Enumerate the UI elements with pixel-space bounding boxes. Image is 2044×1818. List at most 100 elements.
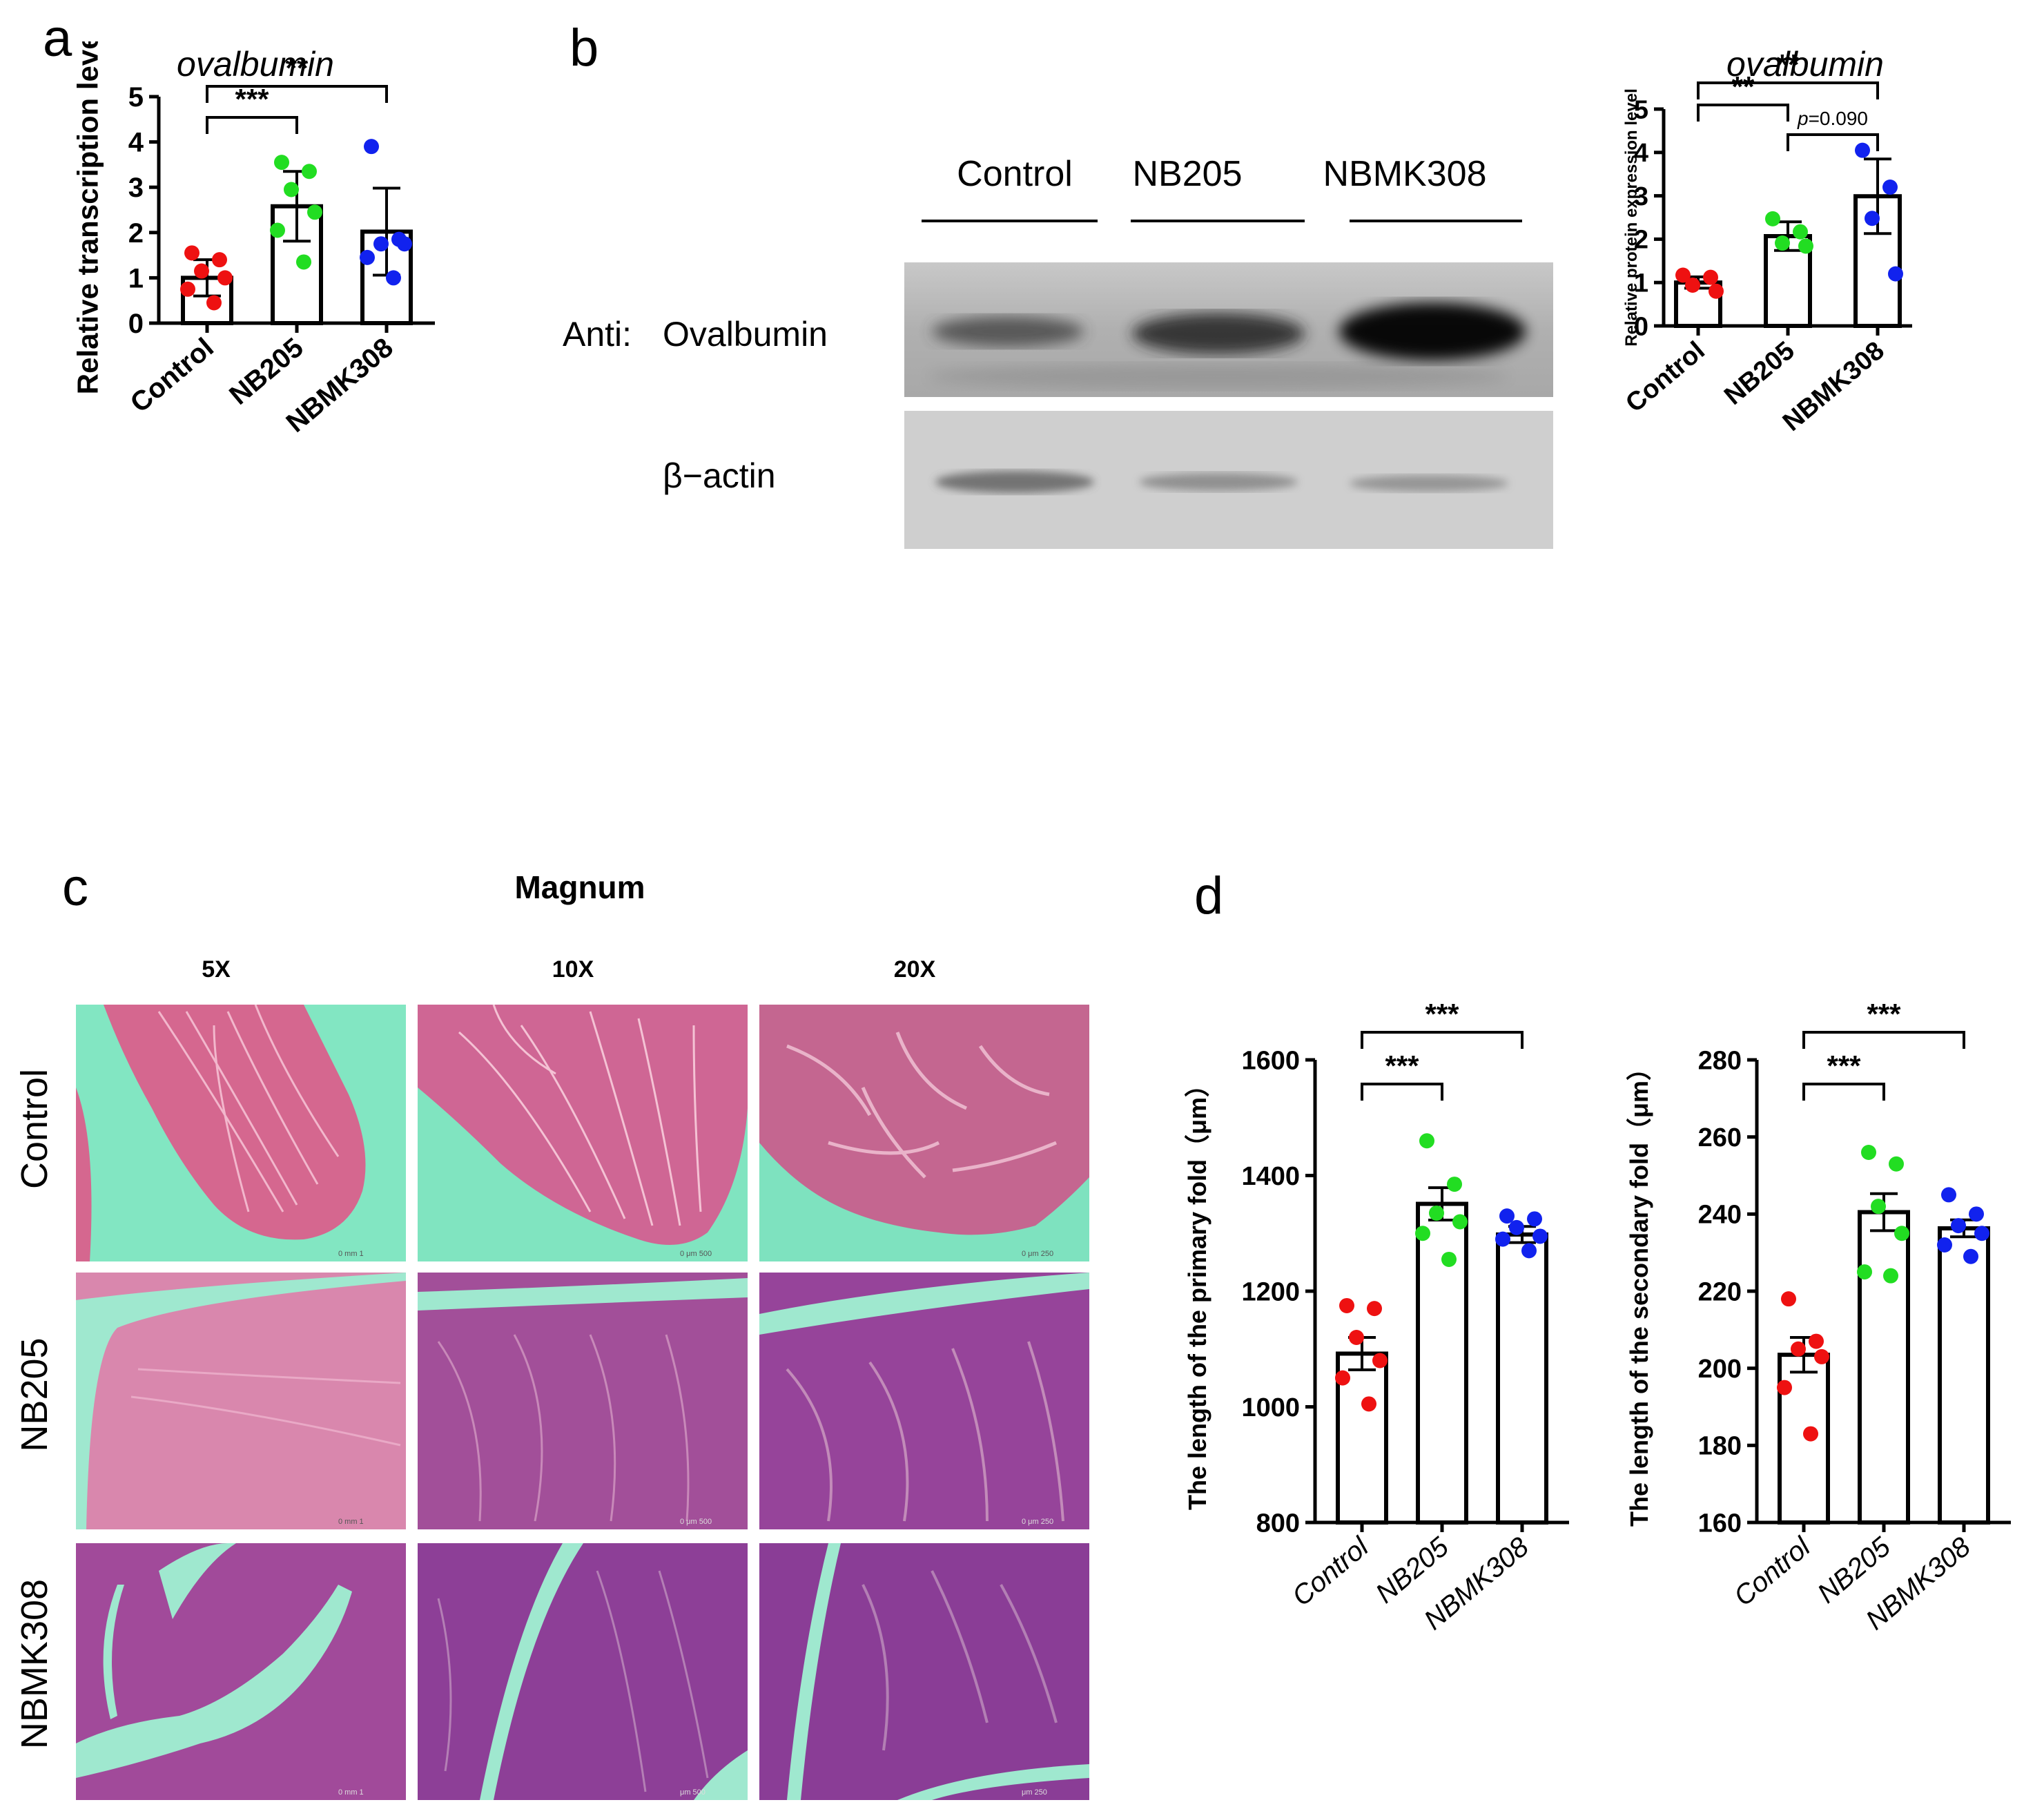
data-point-nbmk308 [1974,1226,1989,1241]
data-point-nb205 [1447,1177,1462,1192]
data-point-nb205 [1889,1156,1904,1172]
panel-label-d: d [1194,867,1224,925]
significance-label: ** [1732,70,1755,103]
x-tick-label-control: Control [1620,336,1710,418]
data-point-nbmk308 [1532,1228,1548,1244]
ovalbumin-band-control [932,316,1084,347]
data-point-nbmk308 [1882,180,1898,195]
y-tick-label: 1400 [1241,1162,1300,1191]
data-point-nb205 [274,155,289,171]
data-point-nbmk308 [1888,266,1903,282]
anti-label: Anti: [563,315,632,354]
mucosa-gap [759,1273,1089,1335]
x-tick-label-nb205: NB205 [1719,336,1800,411]
actin-band-label: β−actin [663,456,776,495]
row-label-nb205-text: NB205 [14,1337,55,1452]
tissue-lines [130,1368,401,1447]
scale-bar: 0 mm 1 [338,1788,364,1797]
scale-bar: μm 250 [1022,1788,1047,1797]
mucosa-gap [787,1543,841,1800]
data-point-nb205 [1415,1226,1430,1241]
y-tick-label: 260 [1698,1123,1742,1152]
significance-label: ** [286,52,309,84]
data-point-nb205 [1793,224,1808,240]
data-point-nbmk308 [364,139,379,155]
y-tick-label: 160 [1698,1509,1742,1538]
significance-bracket [1802,1083,1885,1101]
y-tick-label: 1200 [1241,1277,1300,1306]
mucosa-gap [76,1585,352,1778]
y-tick-label: 1000 [1241,1393,1300,1422]
tissue-lines [437,1570,709,1792]
mucosa-gap [480,1543,583,1800]
scale-bar: 0 μm 500 [680,1250,712,1258]
significance-bracket [1361,1031,1524,1049]
tissue-edge [76,1087,92,1261]
data-point-control [1803,1426,1818,1442]
data-point-nbmk308 [1963,1248,1978,1264]
panel-label-c: c [62,858,88,917]
data-point-control [1335,1370,1350,1386]
histology-nbmk308-10x: μm 500 [418,1543,748,1800]
data-point-nb205 [296,254,311,270]
magnification-20x: 20X [893,956,936,983]
data-point-nb205 [1765,211,1780,226]
histology-nbmk308-20x: μm 250 [759,1543,1089,1800]
mucosa-gap [418,1278,748,1311]
mucosa-gap [76,1273,406,1529]
significance-bracket [1361,1083,1443,1101]
histology-nb205-10x: 0 μm 500 [418,1273,748,1529]
data-point-nb205 [302,164,317,180]
tissue-lines [786,1032,1057,1179]
chart-d-secondary-fold-length: 160 180 200 220 240 260 280 The length of the s… [1625,998,2011,1636]
data-point-nb205 [1452,1214,1468,1230]
data-point-nbmk308 [1951,1218,1966,1234]
mucosa-gap-right [694,1750,748,1800]
data-point-nbmk308 [1937,1237,1952,1253]
data-point-nb205 [1861,1145,1876,1160]
lane-bar-nb205 [1131,220,1305,222]
data-point-control [206,295,222,311]
scale-bar: 0 mm 1 [338,1250,364,1258]
x-tick-label-nbmk308: NBMK308 [1778,336,1890,437]
y-tick-label: 4 [128,128,144,158]
y-tick-label: 4 [1634,139,1648,168]
data-point-nbmk308 [1865,211,1880,226]
y-tick-label: 180 [1698,1432,1742,1461]
data-point-nb205 [307,204,322,220]
panel-label-b: b [570,19,599,77]
data-point-nbmk308 [1855,142,1870,158]
data-point-nbmk308 [1941,1187,1956,1203]
tissue-lines [458,1005,702,1226]
tissue-lines [786,1341,1064,1522]
actin-band-control [935,471,1094,493]
histology-control-10x: 0 μm 500 [418,1005,748,1261]
data-point-nbmk308 [360,249,375,265]
scale-bar: 0 μm 250 [1022,1518,1053,1526]
y-axis-label: The length of the primary fold（μm） [1183,1072,1211,1510]
data-point-control [1361,1396,1376,1412]
significance-label: *** [235,83,269,115]
data-point-nb205 [284,182,299,197]
data-point-control [194,263,209,279]
mucosa-gap-thin [103,1585,124,1719]
data-point-nbmk308 [373,236,389,252]
data-point-nb205 [1894,1226,1909,1241]
western-blot: Control NB205 NBMK308 Anti: Ovalbumin β−… [538,131,1560,573]
data-point-control [1791,1341,1806,1357]
y-tick-label: 0 [1634,312,1648,341]
x-tick-label-control: Control [1729,1531,1817,1612]
ovalbumin-lower-smear [928,364,1508,389]
y-tick-label: 2 [128,218,144,249]
row-label-nbmk308: NBMK308 [7,1536,62,1792]
y-tick-label: 3 [128,173,144,203]
tissue-lines [862,1570,1058,1751]
significance-bracket [1697,81,1879,99]
data-point-control [184,245,199,261]
mucosa-gap-bottom [897,1764,1089,1800]
lane-bar-control [922,220,1098,222]
significance-bracket [206,85,388,103]
histology-title: Magnum [514,869,645,905]
y-tick-label: 3 [1634,182,1648,211]
significance-bracket [1697,104,1789,122]
